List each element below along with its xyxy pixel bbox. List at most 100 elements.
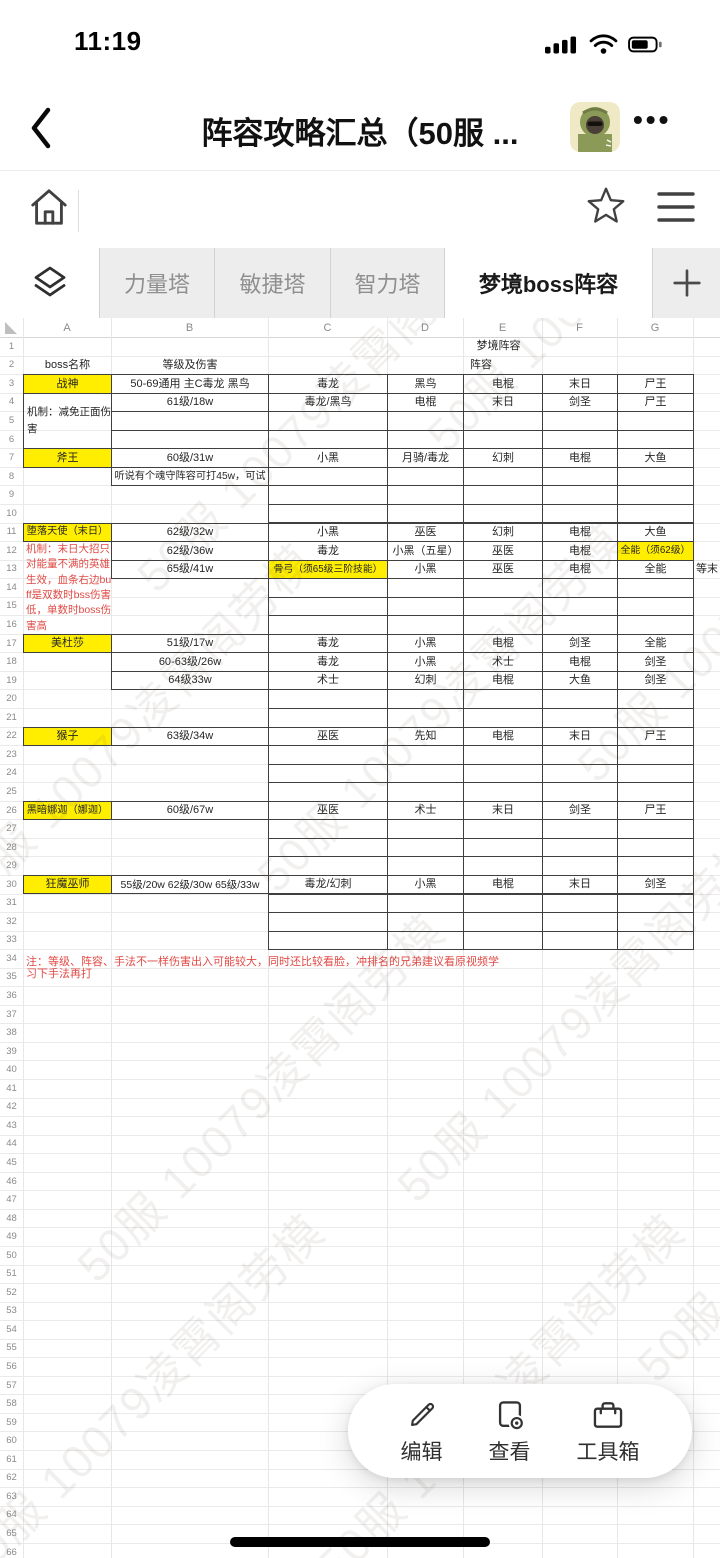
cell-D8[interactable] [387, 466, 464, 487]
add-sheet-button[interactable] [653, 248, 720, 318]
cell-F12[interactable]: 电棍 [542, 541, 618, 561]
cell-A3[interactable]: 战神 [23, 374, 112, 394]
cell-F32[interactable] [542, 912, 618, 932]
cell-F27[interactable] [542, 819, 618, 839]
cell-G17[interactable]: 全能 [617, 633, 694, 654]
cell-F7[interactable]: 电棍 [542, 448, 618, 468]
row-header-44[interactable]: 44 [6, 1138, 17, 1150]
cell-F4[interactable]: 剑圣 [542, 392, 618, 413]
cell-B30[interactable]: 55级/20w 62级/30w 65级/33w [111, 874, 269, 895]
edit-button[interactable]: 编辑 [401, 1397, 443, 1466]
cell-D26[interactable]: 术士 [387, 800, 464, 821]
cell-A26[interactable]: 黑暗娜迦（娜迦） [23, 800, 112, 821]
cell-B6[interactable] [111, 429, 269, 450]
cell-G28[interactable] [617, 837, 694, 858]
cell-D5[interactable] [387, 411, 464, 431]
cell-G22[interactable]: 尸王 [617, 726, 694, 747]
cell-C8[interactable] [268, 466, 388, 487]
row-header-62[interactable]: 62 [6, 1472, 17, 1484]
row-header-30[interactable]: 30 [6, 878, 17, 890]
cell-G14[interactable] [617, 578, 694, 598]
cell-C17[interactable]: 毒龙 [268, 633, 388, 654]
cell-C5[interactable] [268, 411, 388, 431]
row-header-24[interactable]: 24 [6, 767, 17, 779]
cell-D13[interactable]: 小黑 [387, 559, 464, 580]
row-header-25[interactable]: 25 [6, 785, 17, 797]
cell-F6[interactable] [542, 429, 618, 450]
row-header-9[interactable]: 9 [8, 489, 15, 501]
cell-G5[interactable] [617, 411, 694, 431]
cell-B13[interactable]: 65级/41w [111, 559, 269, 580]
cell-G32[interactable] [617, 912, 694, 932]
cell-E21[interactable] [463, 708, 543, 728]
cell-B5[interactable] [111, 411, 269, 431]
row-header-43[interactable]: 43 [6, 1119, 17, 1131]
cell-E30[interactable]: 电棍 [463, 874, 543, 895]
cell-D25[interactable] [387, 782, 464, 802]
cell-B11[interactable]: 62级/32w [111, 522, 269, 543]
cell-C20[interactable] [268, 689, 388, 709]
cell-G26[interactable]: 尸王 [617, 800, 694, 821]
cell-C18[interactable]: 毒龙 [268, 652, 388, 672]
cell-C29[interactable] [268, 856, 388, 876]
cell-B18[interactable]: 60-63级/26w [111, 652, 269, 672]
cell-E18[interactable]: 术士 [463, 652, 543, 672]
view-button[interactable]: 查看 [489, 1397, 531, 1466]
row-header-1[interactable]: 1 [8, 340, 15, 352]
cell-G3[interactable]: 尸王 [617, 374, 694, 394]
cell-E8[interactable] [463, 466, 543, 487]
row-header-32[interactable]: 32 [6, 915, 17, 927]
row-header-17[interactable]: 17 [6, 637, 17, 649]
row-header-5[interactable]: 5 [8, 414, 15, 426]
row-header-14[interactable]: 14 [6, 581, 17, 593]
cell-E6[interactable] [463, 429, 543, 450]
cell-E20[interactable] [463, 689, 543, 709]
cell-A30[interactable]: 狂魔巫师 [23, 874, 112, 895]
row-header-65[interactable]: 65 [6, 1527, 17, 1539]
cell-G20[interactable] [617, 689, 694, 709]
cell-E26[interactable]: 末日 [463, 800, 543, 821]
row-header-54[interactable]: 54 [6, 1323, 17, 1335]
cell-C30[interactable]: 毒龙/幻刺 [268, 874, 388, 895]
cell-D31[interactable] [387, 893, 464, 914]
cell-F17[interactable]: 剑圣 [542, 633, 618, 654]
cell-F9[interactable] [542, 485, 618, 505]
cell-D32[interactable] [387, 912, 464, 932]
cell-D22[interactable]: 先知 [387, 726, 464, 747]
row-header-33[interactable]: 33 [6, 934, 17, 946]
sheet-switcher-button[interactable] [0, 248, 100, 318]
cell-E15[interactable] [463, 596, 543, 617]
cell-C12[interactable]: 毒龙 [268, 541, 388, 561]
cell-E27[interactable] [463, 819, 543, 839]
cell-G23[interactable] [617, 745, 694, 765]
cell-D24[interactable] [387, 763, 464, 784]
cell-F3[interactable]: 末日 [542, 374, 618, 394]
row-header-55[interactable]: 55 [6, 1342, 17, 1354]
cell-E16[interactable] [463, 615, 543, 635]
cell-F14[interactable] [542, 578, 618, 598]
cell-B26[interactable]: 60级/67w [111, 800, 269, 821]
cell-E22[interactable]: 电棍 [463, 726, 543, 747]
cell-A4[interactable]: 机制：减免正面伤害 [23, 392, 112, 450]
cell-F29[interactable] [542, 856, 618, 876]
cell-E17[interactable]: 电棍 [463, 633, 543, 654]
cell-F22[interactable]: 末日 [542, 726, 618, 747]
cell-G29[interactable] [617, 856, 694, 876]
row-header-52[interactable]: 52 [6, 1286, 17, 1298]
row-header-53[interactable]: 53 [6, 1305, 17, 1317]
row-header-3[interactable]: 3 [8, 377, 15, 389]
row-header-18[interactable]: 18 [6, 656, 17, 668]
cell-C26[interactable]: 巫医 [268, 800, 388, 821]
row-header-29[interactable]: 29 [6, 860, 17, 872]
cell-C31[interactable] [268, 893, 388, 914]
cell-D12[interactable]: 小黑（五星） [387, 541, 464, 561]
row-header-6[interactable]: 6 [8, 433, 15, 445]
cell-D30[interactable]: 小黑 [387, 874, 464, 895]
cell-D20[interactable] [387, 689, 464, 709]
cell-D19[interactable]: 幻刺 [387, 670, 464, 691]
cell-G8[interactable] [617, 466, 694, 487]
cell-C32[interactable] [268, 912, 388, 932]
cell-C4[interactable]: 毒龙/黑鸟 [268, 392, 388, 413]
cell-G19[interactable]: 剑圣 [617, 670, 694, 691]
cell-F19[interactable]: 大鱼 [542, 670, 618, 691]
